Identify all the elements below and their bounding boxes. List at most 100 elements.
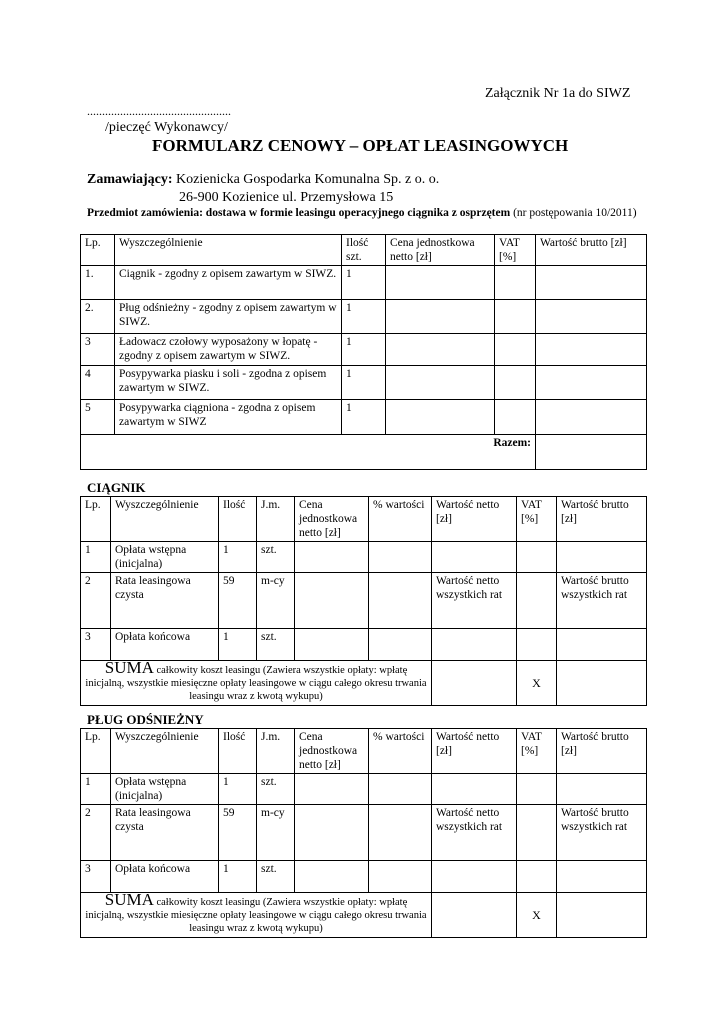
price-cell[interactable] xyxy=(385,333,495,366)
gross-cell[interactable]: Wartość brutto wszystkich rat xyxy=(556,804,647,861)
col-price: Cena jednostkowa netto [zł] xyxy=(294,728,369,774)
net-cell[interactable] xyxy=(431,541,517,573)
suma-row: SUMA całkowity koszt leasingu (Zawiera w… xyxy=(80,660,647,706)
percent-cell[interactable] xyxy=(368,572,432,629)
suma-gross-cell[interactable] xyxy=(556,892,647,938)
gross-cell[interactable] xyxy=(535,365,647,400)
suma-label: SUMA całkowity koszt leasingu (Zawiera w… xyxy=(80,892,432,938)
vat-cell[interactable] xyxy=(494,333,536,366)
subject-ref: (nr postępowania 10/2011) xyxy=(510,207,637,219)
gross-cell[interactable] xyxy=(535,265,647,300)
table-header: Lp. Wyszczególnienie Ilość J.m. Cena jed… xyxy=(80,496,647,542)
lp: 4 xyxy=(80,365,115,400)
stamp-label: /pieczęć Wykonawcy/ xyxy=(105,120,228,135)
qty: 1 xyxy=(218,773,257,805)
price-cell[interactable] xyxy=(385,365,495,400)
section-title: CIĄGNIK xyxy=(87,480,146,495)
table-row: 2 Rata leasingowa czysta 59 m-cy Wartość net… xyxy=(80,804,647,861)
unit: szt. xyxy=(256,860,295,893)
gross-cell[interactable] xyxy=(535,399,647,435)
price-cell[interactable] xyxy=(294,804,369,861)
col-qty: Ilość szt. xyxy=(341,234,386,266)
unit: szt. xyxy=(256,628,295,661)
col-desc: Wyszczególnienie xyxy=(110,728,219,774)
qty: 1 xyxy=(341,299,386,334)
suma-net-cell[interactable] xyxy=(431,660,517,706)
price-cell[interactable] xyxy=(294,572,369,629)
lp: 2 xyxy=(80,804,111,861)
col-qty: Ilość xyxy=(218,728,257,774)
lp: 3 xyxy=(80,333,115,366)
gross-cell[interactable] xyxy=(535,333,647,366)
price-cell[interactable] xyxy=(294,541,369,573)
desc: Pług odśnieżny - zgodny z opisem zawarty… xyxy=(114,299,342,334)
vat-cell[interactable] xyxy=(494,265,536,300)
gross-cell[interactable] xyxy=(556,773,647,805)
suma-gross-cell[interactable] xyxy=(556,660,647,706)
desc: Opłata wstępna (inicjalna) xyxy=(110,773,219,805)
net-cell[interactable] xyxy=(431,860,517,893)
stamp-dots: ........................................… xyxy=(87,104,231,118)
subject-label: Przedmiot zamówienia: dostawa w formie l… xyxy=(87,207,511,219)
qty: 1 xyxy=(341,399,386,435)
price-cell[interactable] xyxy=(385,299,495,334)
col-net: Wartość netto [zł] xyxy=(431,496,517,542)
gross-cell[interactable] xyxy=(556,860,647,893)
net-cell[interactable] xyxy=(431,773,517,805)
total-cell[interactable] xyxy=(535,434,647,470)
desc: Opłata końcowa xyxy=(110,860,219,893)
col-lp: Lp. xyxy=(80,496,111,542)
net-cell[interactable] xyxy=(431,628,517,661)
desc: Posypywarka piasku i soli - zgodna z opi… xyxy=(114,365,342,400)
gross-cell[interactable]: Wartość brutto wszystkich rat xyxy=(556,572,647,629)
table-row: 3 Ładowacz czołowy wyposażony w łopatę - … xyxy=(80,333,647,366)
gross-cell[interactable] xyxy=(556,541,647,573)
price-cell[interactable] xyxy=(294,860,369,893)
qty: 1 xyxy=(218,860,257,893)
gross-cell[interactable] xyxy=(556,628,647,661)
client-name: Kozienicka Gospodarka Komunalna Sp. z o.… xyxy=(176,172,440,187)
price-cell[interactable] xyxy=(385,265,495,300)
vat-cell[interactable] xyxy=(516,541,557,573)
net-cell[interactable]: Wartość netto wszystkich rat xyxy=(431,572,517,629)
lp: 2 xyxy=(80,572,111,629)
percent-cell[interactable] xyxy=(368,628,432,661)
net-cell[interactable]: Wartość netto wszystkich rat xyxy=(431,804,517,861)
qty: 59 xyxy=(218,804,257,861)
percent-cell[interactable] xyxy=(368,773,432,805)
gross-cell[interactable] xyxy=(535,299,647,334)
vat-cell[interactable] xyxy=(516,628,557,661)
suma-net-cell[interactable] xyxy=(431,892,517,938)
vat-cell[interactable] xyxy=(494,399,536,435)
client-line: Zamawiający: Kozienicka Gospodarka Komun… xyxy=(87,172,439,188)
section-title: PŁUG ODŚNIEŻNY xyxy=(87,712,204,727)
desc: Rata leasingowa czysta xyxy=(110,804,219,861)
desc: Opłata końcowa xyxy=(110,628,219,661)
vat-cell[interactable] xyxy=(516,572,557,629)
desc: Rata leasingowa czysta xyxy=(110,572,219,629)
vat-cell[interactable] xyxy=(494,365,536,400)
lp: 1. xyxy=(80,265,115,300)
vat-cell[interactable] xyxy=(516,804,557,861)
price-cell[interactable] xyxy=(294,773,369,805)
lp: 1 xyxy=(80,773,111,805)
price-cell[interactable] xyxy=(385,399,495,435)
table-header: Lp. Wyszczególnienie Ilość J.m. Cena jed… xyxy=(80,728,647,774)
percent-cell[interactable] xyxy=(368,804,432,861)
unit: szt. xyxy=(256,773,295,805)
annex-label: Załącznik Nr 1a do SIWZ xyxy=(485,86,631,101)
unit: m-cy xyxy=(256,572,295,629)
unit: m-cy xyxy=(256,804,295,861)
desc: Posypywarka ciągniona - zgodna z opisem … xyxy=(114,399,342,435)
percent-cell[interactable] xyxy=(368,860,432,893)
table-row: 1 Opłata wstępna (inicjalna) 1 szt. xyxy=(80,773,647,805)
desc: Ciągnik - zgodny z opisem zawartym w SIW… xyxy=(114,265,342,300)
lp: 1 xyxy=(80,541,111,573)
qty: 1 xyxy=(218,628,257,661)
vat-cell[interactable] xyxy=(516,773,557,805)
price-cell[interactable] xyxy=(294,628,369,661)
table-row: 2. Pług odśnieżny - zgodny z opisem zawar… xyxy=(80,299,647,334)
vat-cell[interactable] xyxy=(494,299,536,334)
percent-cell[interactable] xyxy=(368,541,432,573)
vat-cell[interactable] xyxy=(516,860,557,893)
